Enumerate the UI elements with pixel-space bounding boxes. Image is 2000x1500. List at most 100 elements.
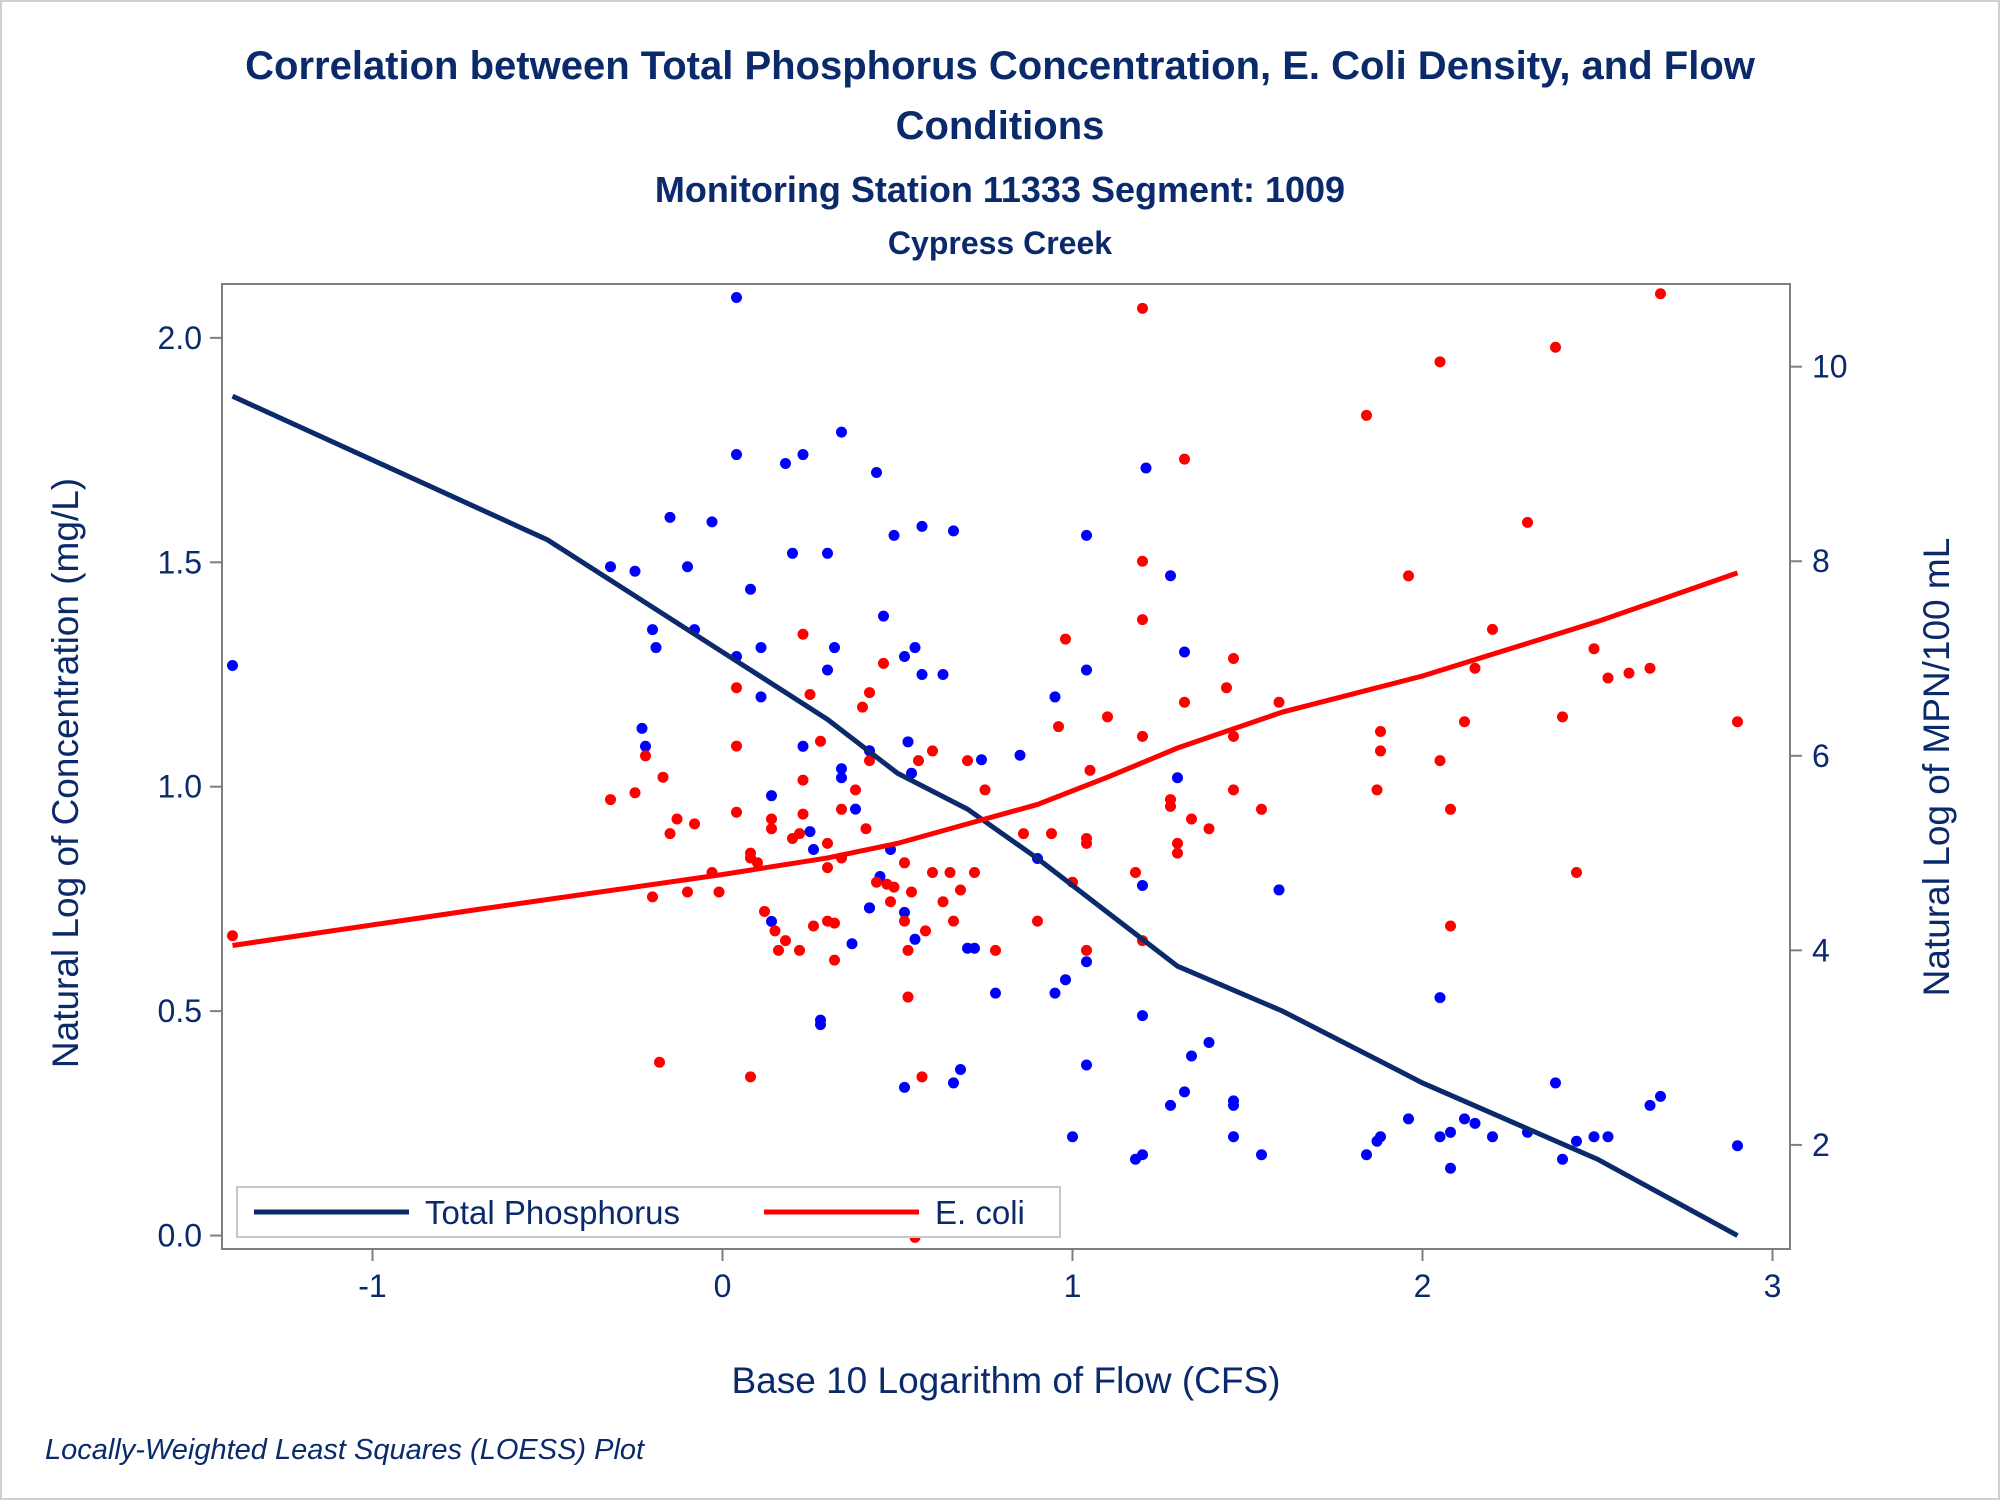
y-left-tick-label: 0.0 [158,1218,202,1254]
ecoli-point [913,755,924,767]
ecoli-point [1228,730,1239,742]
ecoli-point [979,784,991,796]
phosphorus-point [1434,992,1446,1004]
ecoli-point [969,867,980,879]
ecoli-point [1361,409,1372,421]
legend: Total Phosphorus E. coli [236,1186,1061,1238]
phosphorus-point [864,902,875,914]
ecoli-point [1137,730,1148,742]
phosphorus-point [850,803,861,815]
ecoli-point [1445,920,1456,932]
ecoli-point [664,828,676,840]
phosphorus-point [1487,1131,1498,1143]
phosphorus-point [1081,664,1092,676]
ecoli-point [1375,725,1386,737]
ecoli-point [1018,828,1029,840]
phosphorus-point [1732,1140,1743,1152]
ecoli-point [885,896,896,908]
ecoli-point [829,917,840,929]
ecoli-point [990,944,1001,956]
ecoli-point [689,818,700,830]
phosphorus-point [797,740,809,752]
phosphorus-point [836,763,847,775]
y-left-tick-label: 1.5 [158,544,202,580]
phosphorus-point [909,933,921,945]
phosphorus-point [745,583,756,595]
y-left-tick-label: 0.5 [158,993,202,1029]
ecoli-point [1273,696,1285,708]
ecoli-point [1165,800,1176,812]
ecoli-point [1644,662,1656,674]
ecoli-point [766,823,777,835]
ecoli-point [773,944,784,956]
phosphorus-point [1375,1131,1386,1143]
phosphorus-point [846,938,858,950]
ecoli-point [815,735,826,747]
phosphorus-point [1137,1149,1148,1161]
phosphorus-point [1081,1059,1092,1071]
phosphorus-point [1165,1099,1176,1111]
phosphorus-point [1081,529,1092,541]
phosphorus-point [909,642,921,654]
phosphorus-point [1445,1126,1456,1138]
phosphorus-point [731,449,742,461]
phosphorus-point [1179,1086,1190,1098]
chart-subtitle-location: Cypress Creek [888,225,1112,261]
phosphorus-point [969,942,980,954]
phosphorus-point [836,426,847,438]
ecoli-point [605,794,616,806]
phosphorus-point [1445,1162,1456,1174]
ecoli-point [1203,823,1215,835]
ecoli-point [962,755,973,767]
ecoli-point [878,657,889,669]
phosphorus-point [937,668,949,680]
phosphorus-point [948,1077,959,1089]
phosphorus-point [664,511,676,523]
phosphorus-point [1228,1099,1239,1111]
ecoli-point [902,991,914,1003]
phosphorus-point [1571,1135,1582,1147]
legend-phosphorus-label: Total Phosphorus [425,1194,680,1231]
ecoli-point [731,682,742,694]
ecoli-point [797,628,809,640]
ecoli-point [1084,764,1096,776]
ecoli-point [864,687,875,699]
ecoli-point [944,867,956,879]
ecoli-point [1256,803,1267,815]
ecoli-point [1046,828,1057,840]
ecoli-point [1081,837,1092,849]
phosphorus-point [1557,1153,1568,1165]
ecoli-point [850,784,861,796]
phosphorus-point [1067,1131,1078,1143]
y-right-tick-label: 10 [1812,349,1848,385]
ecoli-point [731,806,742,818]
ecoli-point [657,771,669,783]
chart-title-line-1: Correlation between Total Phosphorus Con… [245,44,1756,88]
ecoli-point [1445,803,1456,815]
ecoli-point [1571,867,1582,879]
phosphorus-point [766,790,777,802]
ecoli-point [1550,341,1561,353]
ecoli-point [1172,847,1183,859]
ecoli-point [1602,672,1614,684]
legend-ecoli-label: E. coli [935,1194,1025,1231]
phosphorus-point [1186,1050,1197,1062]
chart-footnote: Locally-Weighted Least Squares (LOESS) P… [45,1434,646,1466]
ecoli-point [1186,813,1197,825]
ecoli-point [1102,711,1113,723]
ecoli-point [682,886,693,898]
ecoli-point [780,935,791,947]
ecoli-loess-line [232,570,1739,948]
x-tick-label: -1 [358,1268,386,1304]
phosphorus-point [1273,884,1285,896]
phosphorus-point [1459,1113,1470,1125]
ecoli-point [927,745,938,757]
ecoli-point [1732,716,1743,728]
phosphorus-point [906,767,917,779]
ecoli-point [916,1071,928,1083]
phosphorus-point [1172,772,1183,784]
ecoli-point [1228,653,1239,665]
phosphorus-point [822,664,833,676]
ecoli-point [1060,633,1071,645]
